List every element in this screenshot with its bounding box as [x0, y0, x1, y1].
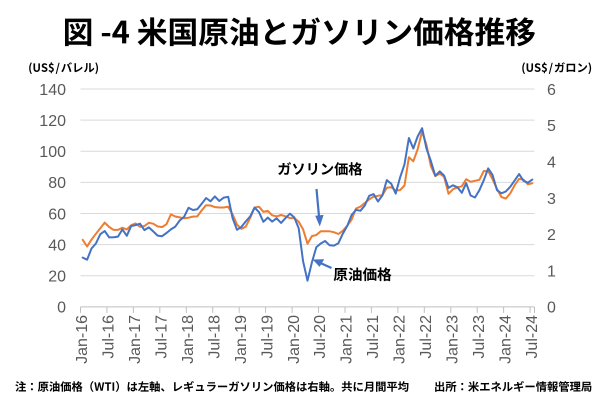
svg-text:Jul-22: Jul-22	[418, 315, 435, 359]
svg-text:Jul-20: Jul-20	[312, 315, 329, 359]
svg-text:0: 0	[57, 300, 66, 317]
svg-text:Jan-20: Jan-20	[286, 315, 303, 364]
svg-text:Jul-19: Jul-19	[259, 315, 276, 359]
svg-text:Jan-16: Jan-16	[74, 315, 91, 364]
svg-text:20: 20	[48, 269, 66, 286]
svg-text:80: 80	[48, 175, 66, 192]
svg-text:1: 1	[547, 263, 556, 280]
svg-text:0: 0	[547, 300, 556, 317]
svg-text:5: 5	[547, 118, 556, 135]
svg-text:Jan-23: Jan-23	[445, 315, 462, 364]
svg-text:40: 40	[48, 237, 66, 254]
svg-text:Jul-18: Jul-18	[206, 315, 223, 359]
svg-text:Jan-17: Jan-17	[127, 315, 144, 364]
svg-text:100: 100	[39, 144, 66, 161]
svg-text:120: 120	[39, 113, 66, 130]
svg-text:2: 2	[547, 227, 556, 244]
svg-text:Jul-24: Jul-24	[524, 315, 541, 359]
svg-text:140: 140	[39, 82, 66, 99]
svg-text:Jan-22: Jan-22	[392, 315, 409, 364]
svg-text:Jul-16: Jul-16	[101, 315, 118, 359]
svg-text:Jan-21: Jan-21	[339, 315, 356, 364]
svg-text:4: 4	[547, 154, 556, 171]
svg-text:Jul-17: Jul-17	[154, 315, 171, 359]
svg-text:3: 3	[547, 191, 556, 208]
svg-text:60: 60	[48, 206, 66, 223]
svg-text:Jan-24: Jan-24	[497, 315, 514, 364]
svg-text:Jan-19: Jan-19	[233, 315, 250, 364]
svg-text:Jan-18: Jan-18	[180, 315, 197, 364]
svg-text:Jul-23: Jul-23	[471, 315, 488, 359]
svg-text:Jul-21: Jul-21	[365, 315, 382, 359]
svg-text:6: 6	[547, 82, 556, 99]
